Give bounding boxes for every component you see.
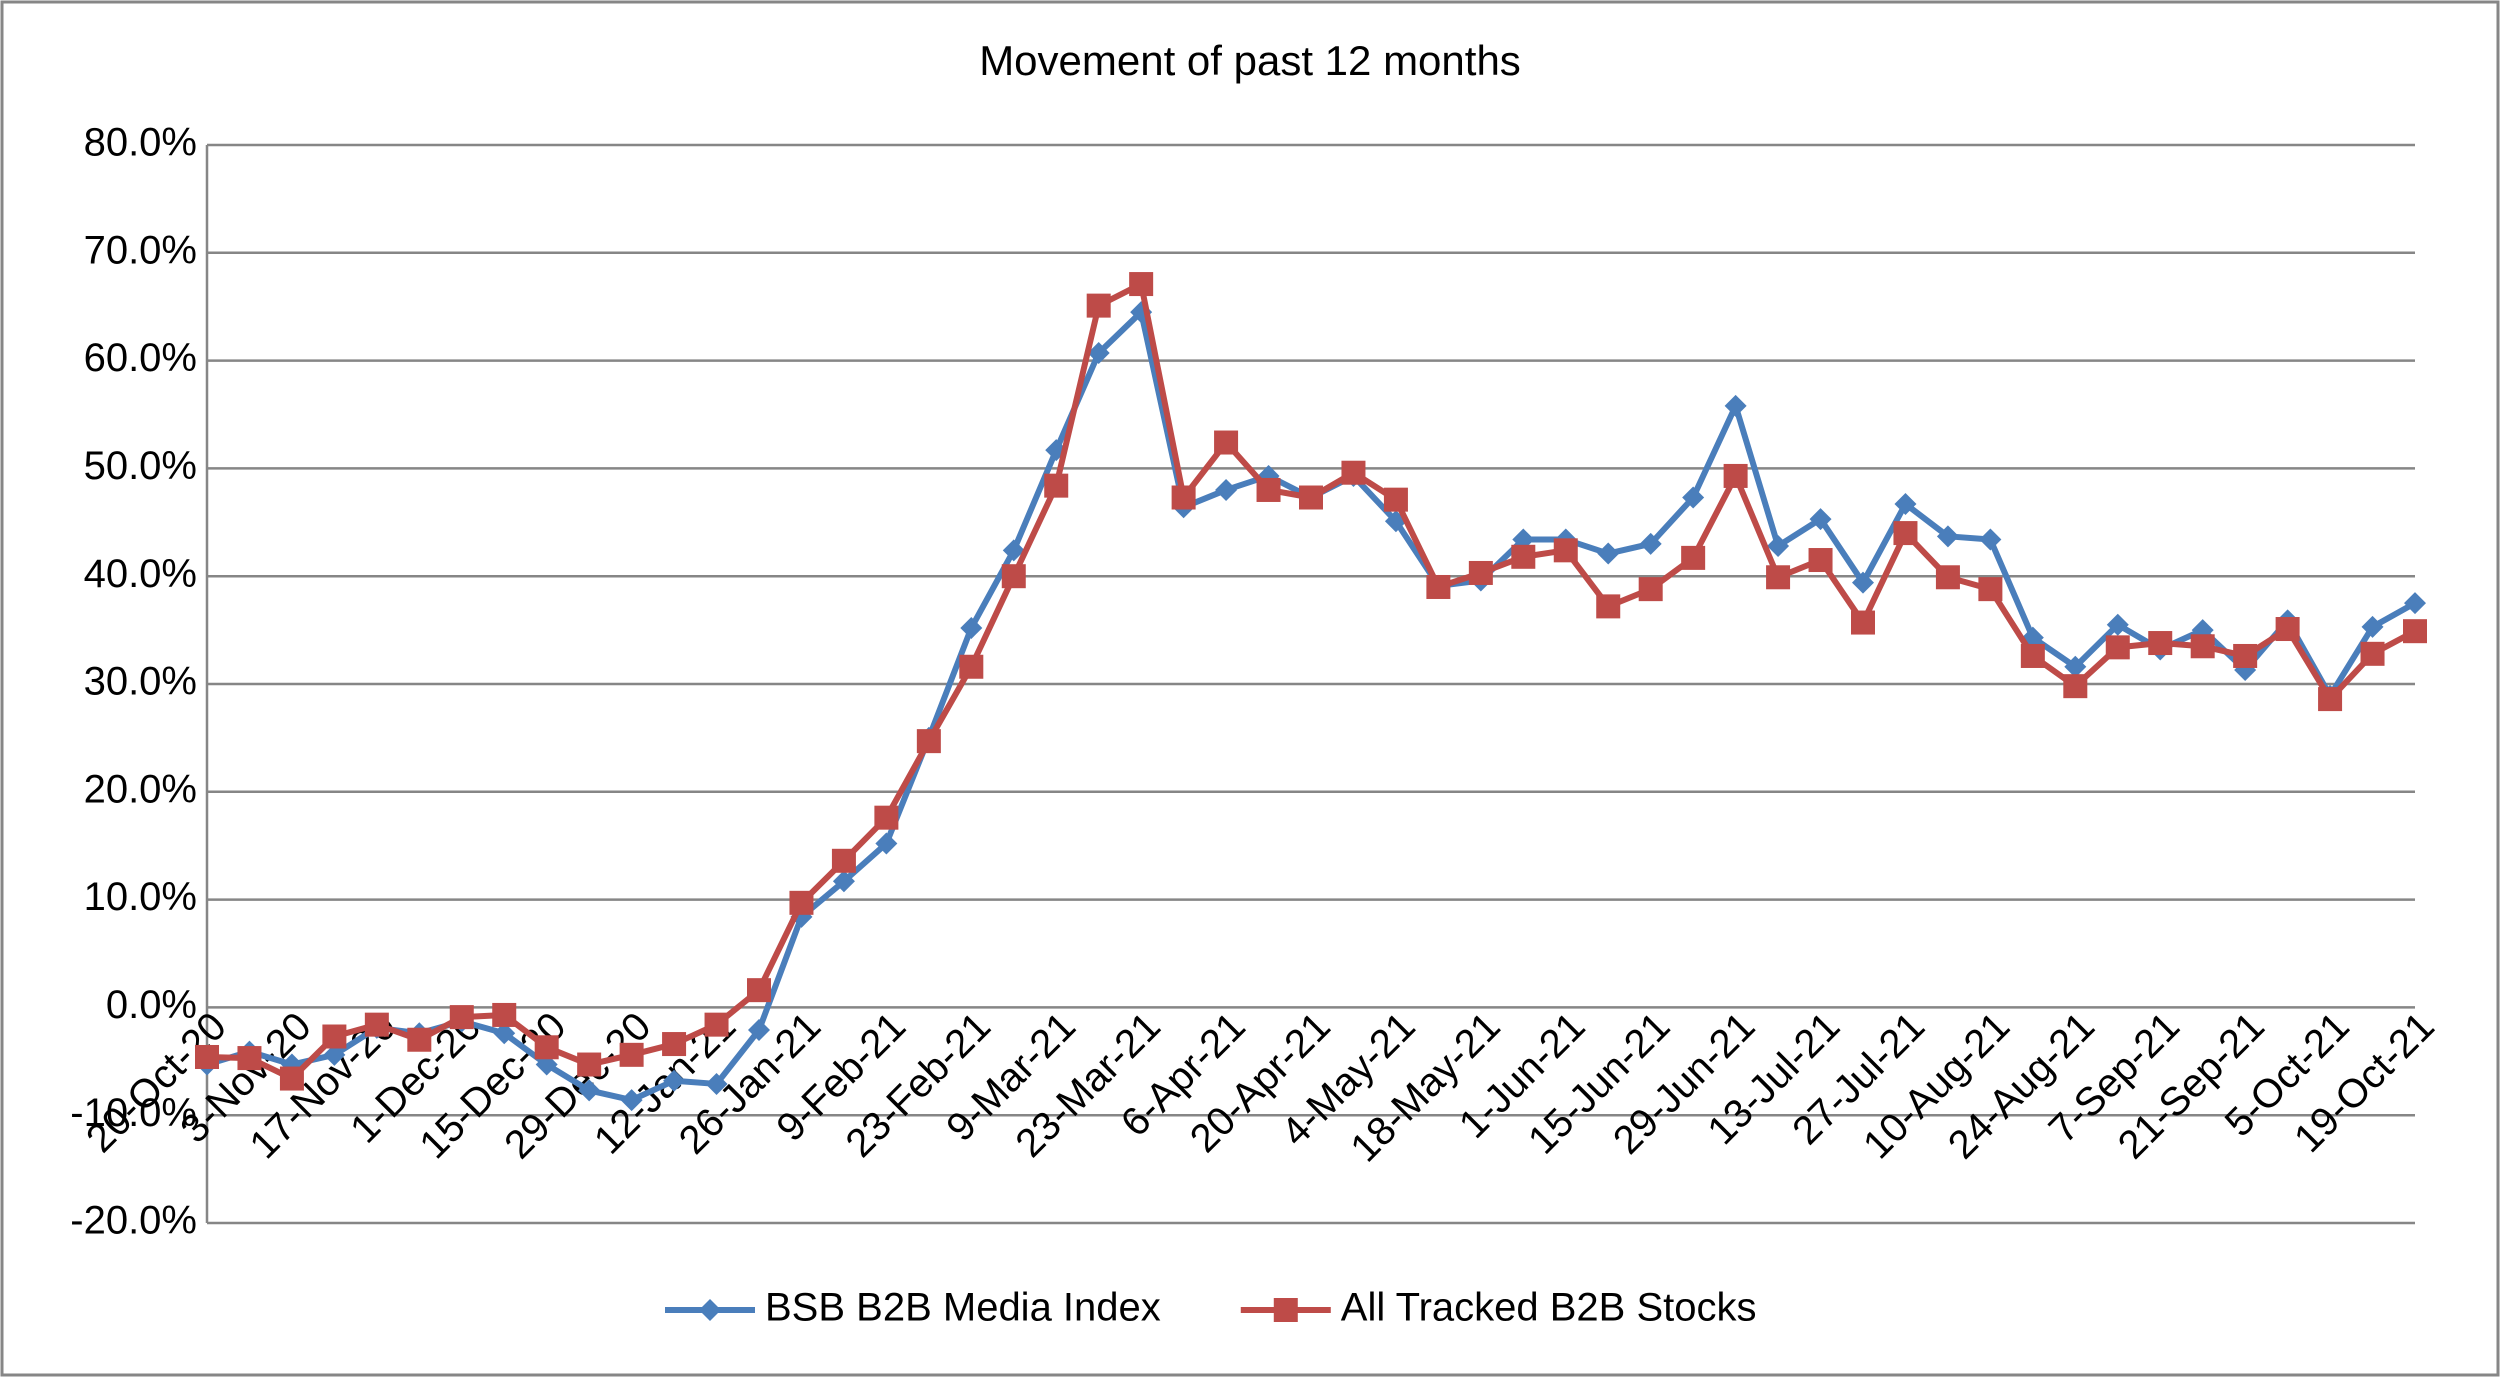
point-marker	[1682, 486, 1705, 509]
point-marker	[1383, 487, 1408, 512]
y-tick-label: 50.0%	[84, 444, 197, 488]
point-marker	[1893, 521, 1918, 546]
point-marker	[1638, 577, 1663, 602]
point-marker	[1935, 565, 1960, 590]
chart-title: Movement of past 12 months	[979, 37, 1521, 84]
point-marker	[1979, 528, 2002, 551]
point-marker	[493, 1022, 516, 1045]
point-marker	[407, 1027, 432, 1052]
point-marker	[1851, 610, 1875, 635]
point-marker	[1273, 1298, 1298, 1322]
point-marker	[1553, 538, 1578, 563]
point-marker	[1681, 545, 1706, 570]
point-marker	[1256, 477, 1281, 502]
point-marker	[2063, 674, 2088, 699]
point-marker	[1044, 473, 1069, 498]
point-marker	[832, 870, 855, 893]
point-marker	[1808, 548, 1833, 573]
point-marker	[1936, 525, 1959, 548]
point-marker	[1723, 463, 1748, 488]
point-marker	[1086, 293, 1111, 318]
point-marker	[1852, 571, 1874, 594]
point-marker	[2105, 635, 2130, 660]
point-marker	[704, 1012, 729, 1037]
point-marker	[747, 978, 771, 1003]
point-marker	[874, 805, 899, 830]
point-marker	[578, 1079, 601, 1102]
point-marker	[789, 890, 814, 915]
point-marker	[1087, 342, 1110, 365]
point-marker	[2361, 615, 2384, 638]
point-marker	[831, 848, 856, 873]
point-marker	[1001, 564, 1026, 589]
point-marker	[916, 729, 941, 754]
point-marker	[2148, 631, 2173, 656]
point-marker	[279, 1066, 304, 1091]
point-marker	[237, 1046, 262, 1071]
point-marker	[2318, 687, 2343, 712]
point-marker	[960, 616, 983, 639]
point-marker	[1596, 594, 1621, 619]
point-marker	[2275, 617, 2300, 642]
point-marker	[323, 1043, 346, 1066]
point-marker	[663, 1069, 686, 1092]
point-marker	[1766, 565, 1791, 590]
y-tick-label: 10.0%	[84, 875, 197, 919]
point-marker	[2064, 655, 2087, 678]
point-marker	[1767, 535, 1790, 558]
point-marker	[1341, 460, 1366, 485]
y-tick-label: -10.0%	[70, 1091, 197, 1135]
y-tick-label: 60.0%	[84, 336, 197, 380]
point-marker	[2403, 619, 2427, 644]
point-marker	[492, 1002, 517, 1027]
point-marker	[1299, 485, 1323, 510]
point-marker	[2106, 613, 2129, 636]
y-tick-label: 70.0%	[84, 228, 197, 272]
point-marker	[1002, 539, 1025, 562]
legend-label: All Tracked B2B Stocks	[1341, 1286, 1757, 1330]
y-tick-label: 30.0%	[84, 660, 197, 704]
point-marker	[195, 1044, 219, 1069]
point-marker	[577, 1052, 602, 1077]
legend-label: BSB B2B Media Index	[765, 1286, 1161, 1330]
point-marker	[620, 1089, 643, 1112]
point-marker	[322, 1024, 347, 1049]
point-marker	[2190, 634, 2215, 659]
y-tick-label: 40.0%	[84, 552, 197, 596]
point-marker	[2233, 643, 2258, 668]
point-marker	[619, 1042, 644, 1067]
point-marker	[534, 1035, 559, 1060]
point-marker	[449, 1005, 474, 1030]
point-marker	[662, 1032, 687, 1057]
point-marker	[1426, 574, 1451, 599]
y-tick-label: 0.0%	[106, 983, 197, 1027]
point-marker	[1639, 532, 1662, 555]
point-marker	[875, 832, 898, 855]
point-marker	[1468, 560, 1493, 585]
point-marker	[959, 654, 984, 679]
point-marker	[1978, 577, 2003, 602]
point-marker	[1129, 272, 1154, 297]
point-marker	[748, 1019, 770, 1042]
point-marker	[1894, 492, 1917, 515]
point-marker	[705, 1072, 728, 1095]
y-tick-label: 20.0%	[84, 767, 197, 811]
point-marker	[1214, 430, 1239, 455]
point-marker	[699, 1299, 721, 1321]
point-marker	[2404, 592, 2426, 615]
point-marker	[1511, 544, 1536, 569]
y-tick-label: -20.0%	[70, 1199, 197, 1243]
point-marker	[1597, 542, 1620, 565]
point-marker	[364, 1012, 389, 1037]
point-marker	[1809, 508, 1832, 531]
y-tick-label: 80.0%	[84, 121, 197, 165]
point-marker	[1171, 485, 1196, 510]
point-marker	[1215, 478, 1238, 501]
point-marker	[2360, 641, 2385, 666]
point-marker	[1724, 394, 1747, 417]
point-marker	[2020, 643, 2045, 668]
